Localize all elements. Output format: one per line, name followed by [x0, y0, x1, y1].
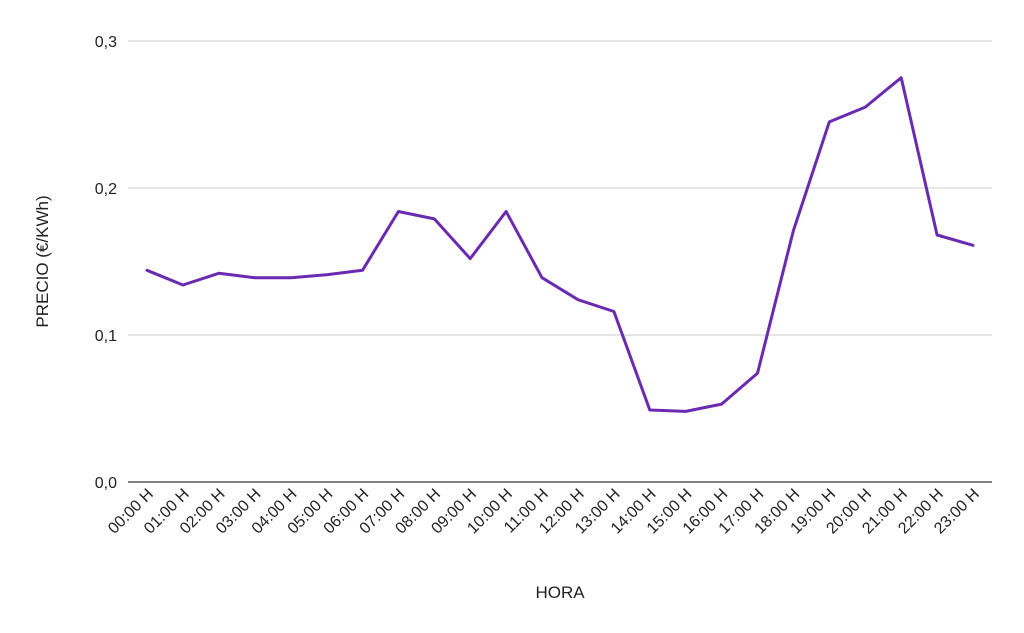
- data-point: [576, 298, 580, 302]
- data-point: [756, 371, 760, 375]
- x-axis-ticks: 00:00 H01:00 H02:00 H03:00 H04:00 H05:00…: [105, 486, 983, 538]
- data-point: [432, 217, 436, 221]
- series-line: [145, 76, 975, 413]
- data-point: [971, 243, 975, 247]
- data-point: [253, 276, 257, 280]
- data-point: [935, 233, 939, 237]
- data-point: [504, 210, 508, 214]
- data-point: [360, 268, 364, 272]
- data-point: [396, 210, 400, 214]
- data-point: [684, 409, 688, 413]
- data-point: [720, 402, 724, 406]
- data-point: [289, 276, 293, 280]
- data-point: [791, 229, 795, 233]
- y-axis-title: PRECIO (€/KWh): [33, 195, 52, 327]
- y-tick-label: 0,3: [95, 34, 117, 51]
- gridlines: [128, 40, 992, 483]
- data-point: [899, 76, 903, 80]
- data-point: [863, 105, 867, 109]
- data-point: [217, 271, 221, 275]
- y-tick-label: 0,1: [95, 328, 117, 345]
- data-point: [181, 283, 185, 287]
- y-tick-label: 0,2: [95, 181, 117, 198]
- data-point: [468, 257, 472, 261]
- y-axis-ticks: 0,0 0,1 0,2 0,3: [95, 34, 117, 492]
- data-point: [325, 273, 329, 277]
- y-tick-label: 0,0: [95, 475, 117, 492]
- data-point: [540, 276, 544, 280]
- data-point: [648, 408, 652, 412]
- data-point: [827, 120, 831, 124]
- x-axis-title: HORA: [535, 583, 585, 602]
- data-point: [145, 268, 149, 272]
- data-point: [612, 309, 616, 313]
- series-layer: [145, 76, 975, 413]
